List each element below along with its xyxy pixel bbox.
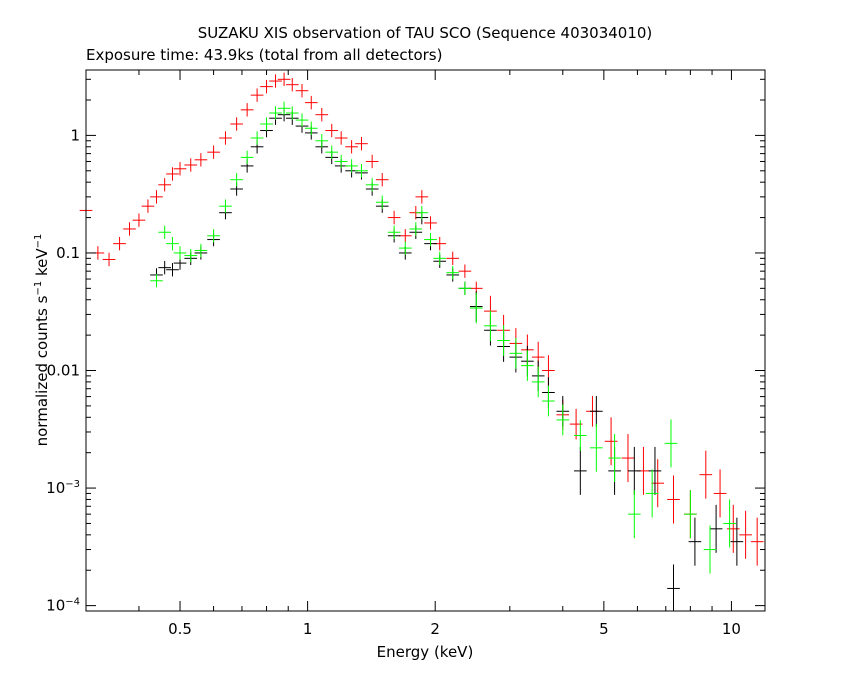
y-tick-label: 1 bbox=[70, 126, 80, 144]
plot-area bbox=[79, 72, 764, 611]
y-axis-label: normalized counts s−1 keV−1 bbox=[33, 234, 51, 447]
y-tick-label: 0.1 bbox=[56, 244, 80, 262]
y-axis-label-unit: keV bbox=[33, 248, 51, 281]
y-axis-label-exp-2: −1 bbox=[33, 234, 44, 249]
x-axis-label: Energy (keV) bbox=[377, 643, 474, 661]
chart-subtitle: Exposure time: 43.9ks (total from all de… bbox=[86, 46, 442, 64]
y-axis-label-text: normalized counts s bbox=[33, 295, 51, 446]
y-axis-label-exp-1: −1 bbox=[33, 281, 44, 296]
series-0 bbox=[79, 72, 764, 566]
y-tick-label-exp: −3 bbox=[65, 479, 80, 490]
plot-frame bbox=[85, 69, 766, 612]
y-tick-label-base: 10 bbox=[46, 479, 65, 497]
y-tick-label: 0.01 bbox=[47, 362, 80, 380]
y-tick-label: 10−4 bbox=[46, 597, 80, 615]
series-1 bbox=[150, 108, 744, 611]
x-tick-label: 1 bbox=[303, 620, 313, 638]
y-tick-label-base: 10 bbox=[46, 597, 65, 615]
series-2 bbox=[150, 101, 736, 574]
chart-title: SUZAKU XIS observation of TAU SCO (Seque… bbox=[198, 24, 653, 42]
x-tick-label: 5 bbox=[599, 620, 609, 638]
x-tick-label: 0.5 bbox=[168, 620, 192, 638]
x-tick-label: 10 bbox=[722, 620, 741, 638]
y-tick-label-exp: −4 bbox=[65, 597, 80, 608]
y-tick-label: 10−3 bbox=[46, 479, 80, 497]
x-tick-label: 2 bbox=[430, 620, 440, 638]
